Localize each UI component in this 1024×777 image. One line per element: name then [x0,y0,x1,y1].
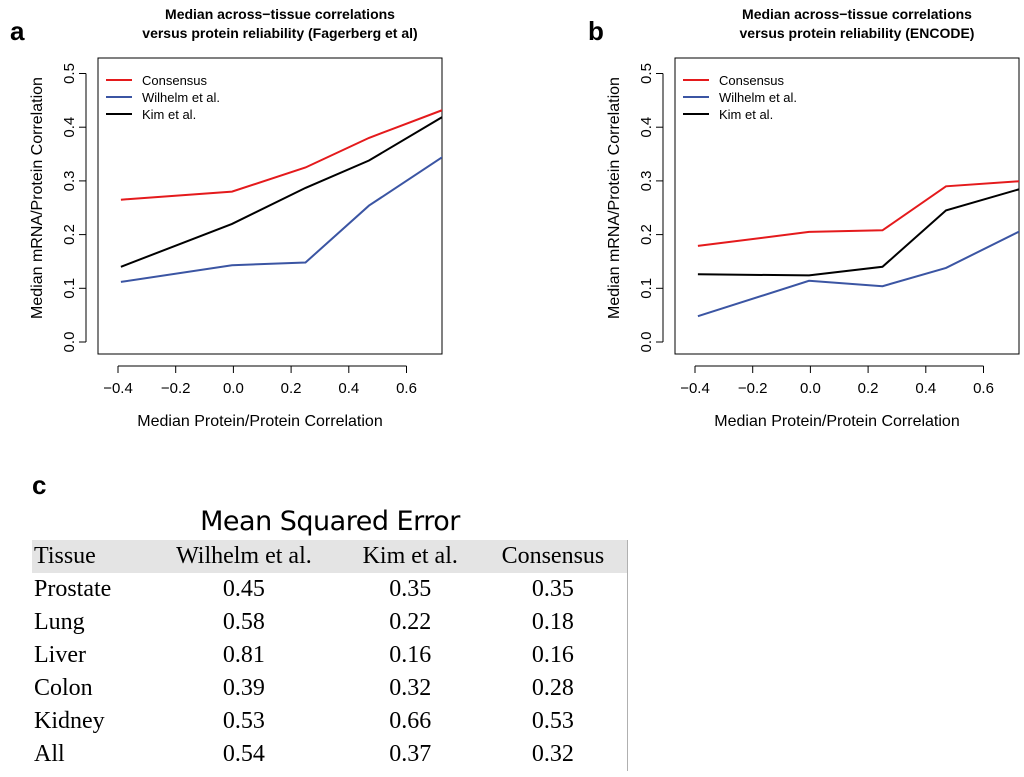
cell-kim: 0.16 [389,642,432,668]
x-axis-label-a: Median Protein/Protein Correlation [137,413,382,430]
cell-wilhelm: 0.54 [222,741,265,767]
plot-frame-a [97,57,443,355]
cell-kim: 0.32 [389,675,432,701]
header-wilhelm: Wilhelm et al. [176,543,312,569]
cell-tissue: Prostate [34,576,112,602]
y-tick-label-a: 0.1 [61,278,78,299]
panel-label-b: b [588,16,604,46]
x-tick-label-b: 0.0 [800,380,821,397]
cell-kim: 0.35 [389,576,432,602]
series-line-kim-et-al-a [120,116,442,268]
cell-wilhelm: 0.39 [222,675,265,701]
chart-title-a-line-1: Median across−tissue correlations [165,6,395,22]
legend-label-wilhelm-et-al-b: Wilhelm et al. [719,90,797,105]
x-tick-label-b: 0.4 [915,380,936,397]
x-axis-label-b: Median Protein/Protein Correlation [714,413,959,430]
legend-label-consensus-a: Consensus [142,73,208,88]
cell-kim: 0.22 [389,609,432,635]
chart-title-b-line-1: Median across−tissue correlations [742,6,972,22]
y-tick-label-b: 0.2 [638,224,655,245]
x-tick-label-b: 0.6 [973,380,994,397]
cell-tissue: All [34,741,65,767]
header-consensus: Consensus [501,543,605,569]
cell-tissue: Kidney [34,708,105,734]
y-tick-label-a: 0.0 [61,332,78,353]
cell-consensus: 0.16 [531,642,574,668]
y-axis-label-a: Median mRNA/Protein Correlation [29,77,46,319]
table-row: Colon 0.39 0.32 0.28 [32,672,628,705]
panel-label-c: c [32,470,47,500]
series-line-wilhelm-et-al-a [120,156,442,283]
y-tick-label-b: 0.4 [638,117,655,138]
legend-label-kim-et-al-a: Kim et al. [142,107,196,122]
legend-label-kim-et-al-b: Kim et al. [719,107,773,122]
y-tick-label-a: 0.5 [61,63,78,84]
cell-tissue: Liver [34,642,86,668]
cell-consensus: 0.28 [531,675,574,701]
x-tick-label-a: −0.4 [103,380,133,397]
cell-kim: 0.66 [389,708,432,734]
cell-consensus: 0.32 [531,741,574,767]
x-tick-label-b: 0.2 [858,380,879,397]
series-line-consensus-b [697,180,1019,247]
y-tick-label-a: 0.2 [61,224,78,245]
table-row: Kidney 0.53 0.66 0.53 [32,705,628,738]
y-tick-label-b: 0.3 [638,170,655,191]
header-kim: Kim et al. [362,543,458,569]
cell-tissue: Lung [34,609,85,635]
y-tick-label-b: 0.5 [638,63,655,84]
x-tick-label-a: 0.2 [281,380,302,397]
series-line-kim-et-al-b [697,188,1019,277]
chart-title-a-line-2: versus protein reliability (Fagerberg et… [142,25,417,41]
x-tick-label-a: −0.2 [161,380,191,397]
x-tick-label-a: 0.0 [223,380,244,397]
series-line-consensus-a [120,109,442,201]
y-tick-label-b: 0.1 [638,278,655,299]
panel-label-a: a [10,16,25,46]
cell-tissue: Colon [34,675,93,701]
plot-frame-b [674,57,1020,355]
cell-wilhelm: 0.81 [222,642,265,668]
cell-wilhelm: 0.58 [222,609,265,635]
x-tick-label-a: 0.6 [396,380,417,397]
x-tick-label-b: −0.4 [680,380,710,397]
mse-table: Tissue Wilhelm et al. Kim et al. Consens… [32,540,628,771]
table-row: Lung 0.58 0.22 0.18 [32,606,628,639]
cell-wilhelm: 0.53 [222,708,265,734]
y-tick-label-b: 0.0 [638,332,655,353]
cell-kim: 0.37 [389,741,432,767]
legend-label-wilhelm-et-al-a: Wilhelm et al. [142,90,220,105]
legend-label-consensus-b: Consensus [719,73,785,88]
chart-title-b-line-2: versus protein reliability (ENCODE) [740,25,975,41]
x-tick-label-b: −0.2 [738,380,768,397]
table-row: Prostate 0.45 0.35 0.35 [32,573,628,606]
cell-consensus: 0.18 [531,609,574,635]
x-tick-label-a: 0.4 [338,380,359,397]
series-line-wilhelm-et-al-b [697,230,1019,318]
table-header-row: Tissue Wilhelm et al. Kim et al. Consens… [32,540,628,573]
y-axis-label-b: Median mRNA/Protein Correlation [606,77,623,319]
y-tick-label-a: 0.4 [61,117,78,138]
cell-wilhelm: 0.45 [222,576,265,602]
charts-canvas: Median across−tissue correlations versus … [29,6,1020,430]
cell-consensus: 0.35 [531,576,574,602]
y-tick-label-a: 0.3 [61,170,78,191]
cell-consensus: 0.53 [531,708,574,734]
table-row: Liver 0.81 0.16 0.16 [32,639,628,672]
table-title: Mean Squared Error [200,506,460,537]
header-tissue: Tissue [34,543,96,569]
table-row: All 0.54 0.37 0.32 [32,738,628,771]
